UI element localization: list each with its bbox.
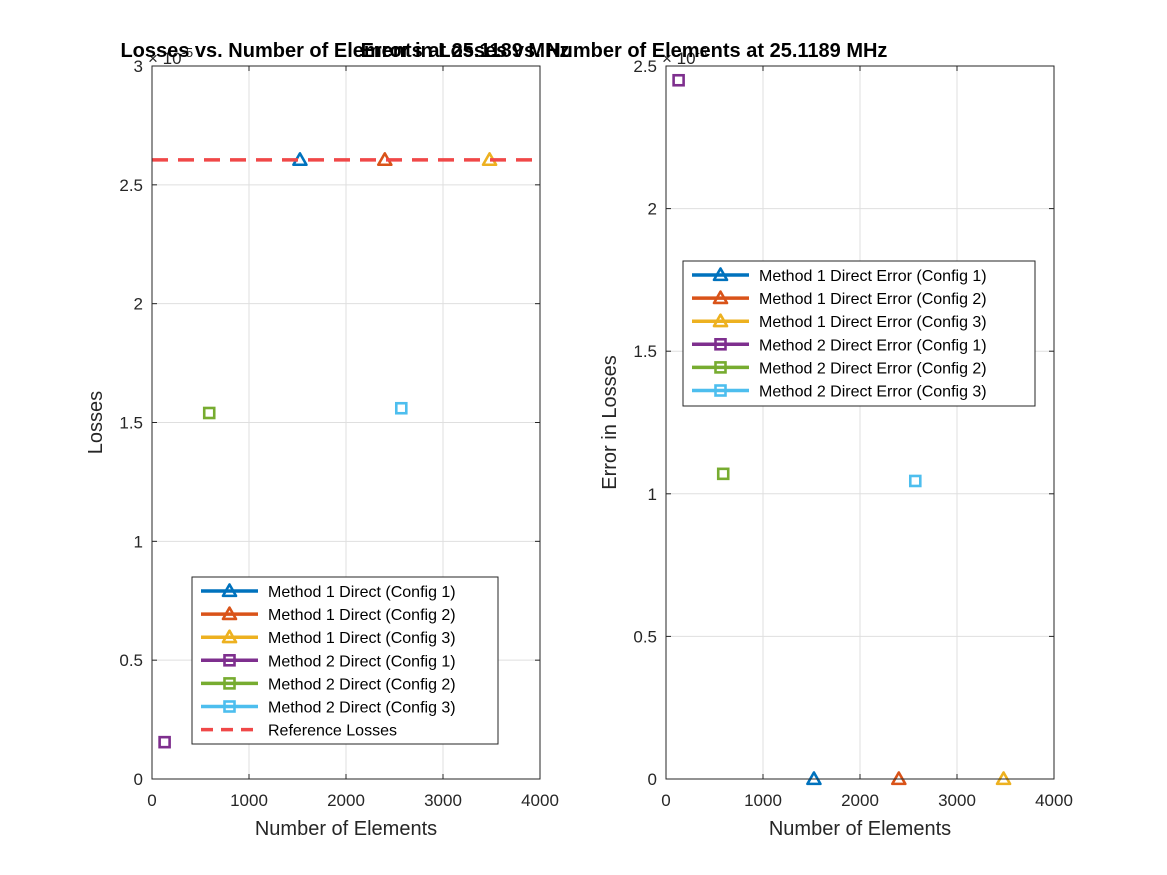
legend-label: Method 1 Direct (Config 3) [268,630,456,647]
x-tick-label: 4000 [1035,791,1073,810]
right-ylabel: Error in Losses [599,355,621,490]
legend-marker [221,583,238,598]
legend-label: Method 1 Direct (Config 1) [268,584,456,601]
data-point-6 [394,401,408,415]
right-exponent-label: × 10-5 [662,45,707,68]
legend-marker [223,700,236,713]
data-point-4 [158,735,171,749]
left-exponent-label: × 10-5 [148,45,193,68]
right-ticks: 0 1000 2000 3000 4000 0 0.5 1 1.5 2 2.5 [633,57,1073,810]
y-tick-label: 3 [134,57,143,76]
legend-marker [714,361,727,374]
legend-label: Method 2 Direct Error (Config 2) [759,360,987,377]
x-tick-label: 2000 [327,791,365,810]
legend-label: Method 1 Direct Error (Config 2) [759,291,987,308]
legend-label: Method 2 Direct Error (Config 1) [759,337,987,354]
right-title: Error in Losses vs. Number of Elements a… [361,40,888,62]
x-tick-label: 1000 [744,791,782,810]
y-tick-label: 2 [648,200,657,219]
legend-marker [712,290,729,305]
x-tick-label: 1000 [230,791,268,810]
y-tick-label: 1 [134,532,143,551]
x-tick-label: 3000 [938,791,976,810]
y-tick-label: 2 [134,295,143,314]
left-ylabel: Losses [85,391,107,454]
right-axes: 0 1000 2000 3000 4000 0 0.5 1 1.5 2 2.5 × 10-5 Err… [361,40,1073,840]
y-tick-label: 1 [648,485,657,504]
data-point-1 [806,771,822,786]
legend-label: Reference Losses [268,723,397,740]
y-tick-label: 0 [648,770,657,789]
y-tick-label: 0.5 [633,627,657,646]
x-tick-label: 3000 [424,791,462,810]
data-point-6 [908,474,922,488]
legend-marker [223,677,236,690]
legend-marker [221,629,238,644]
right-xlabel: Number of Elements [769,818,951,840]
left-legend: Method 1 Direct (Config 1) Method 1 Direc… [191,576,499,745]
data-point-3 [995,771,1012,786]
legend-label: Method 2 Direct (Config 1) [268,653,456,670]
legend-label: Method 1 Direct Error (Config 3) [759,314,987,331]
legend-label: Method 2 Direct Error (Config 3) [759,384,987,401]
left-marks [152,152,540,749]
x-tick-label: 0 [661,791,670,810]
y-tick-label: 1.5 [633,342,657,361]
right-grid [665,65,1055,780]
y-tick-label: 0.5 [119,651,143,670]
legend-label: Method 2 Direct (Config 3) [268,700,456,717]
right-legend: Method 1 Direct Error (Config 1) Method 1… [682,260,1036,407]
legend-marker [712,313,729,328]
y-tick-label: 2.5 [633,57,657,76]
legend-marker [712,267,729,282]
legend-marker [221,606,238,621]
x-tick-label: 2000 [841,791,879,810]
y-tick-label: 0 [134,770,143,789]
y-tick-label: 2.5 [119,176,143,195]
legend-label: Method 1 Direct Error (Config 1) [759,268,987,285]
left-ticks: 0 1000 2000 3000 4000 0 0.5 1 1.5 2 2.5 3 [119,57,559,810]
legend-marker [714,337,727,351]
y-tick-label: 1.5 [119,414,143,433]
legend-marker [714,384,727,397]
left-title: Losses vs. Number of Elements at 25.1189… [120,40,569,62]
x-tick-label: 0 [147,791,156,810]
data-point-2 [890,771,907,786]
legend-label: Method 1 Direct (Config 2) [268,607,456,624]
legend-label: Method 2 Direct (Config 2) [268,676,456,693]
x-tick-label: 4000 [521,791,559,810]
data-point-5 [716,467,730,481]
data-point-4 [672,73,685,87]
right-marks [672,73,1012,786]
legend-marker [223,653,236,667]
left-xlabel: Number of Elements [255,818,437,840]
left-axes: 0 1000 2000 3000 4000 0 0.5 1 1.5 2 2.5 3 × 10-5 Lo… [85,40,570,840]
legend-box [682,260,1036,407]
data-point-5 [202,406,216,420]
